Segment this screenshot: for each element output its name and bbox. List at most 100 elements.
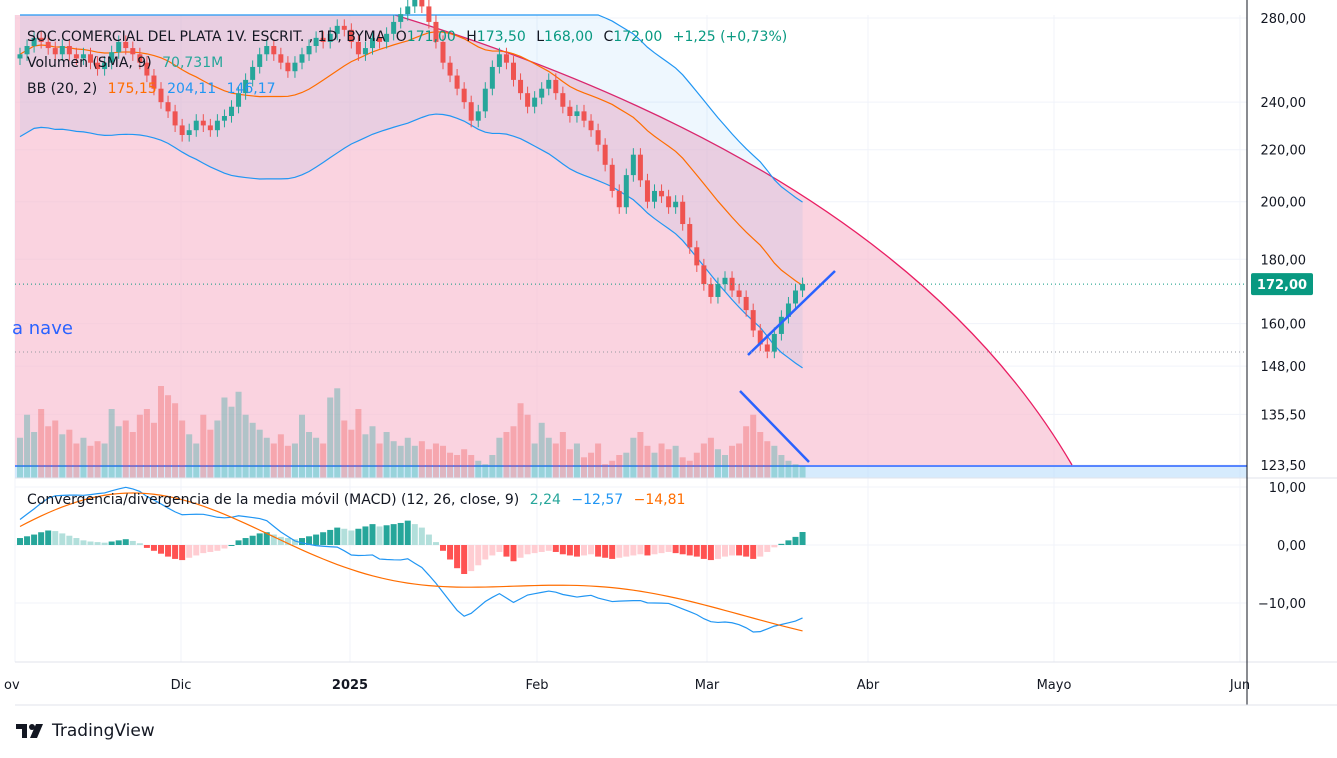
macd-histogram-bar	[277, 536, 284, 545]
volume-bar	[743, 426, 750, 478]
candle-body	[102, 62, 108, 70]
volume-bar	[299, 414, 305, 478]
candle-body	[764, 344, 770, 352]
macd-histogram-bar	[602, 545, 609, 558]
candle-body	[426, 6, 432, 22]
volume-bar	[115, 426, 122, 478]
volume-bar	[31, 432, 38, 478]
candle-body	[793, 290, 798, 304]
macd-histogram-bar	[538, 545, 545, 552]
volume-bar	[348, 429, 355, 478]
macd-histogram-bar	[270, 534, 277, 545]
macd-histogram-bar	[73, 538, 80, 545]
candle-body	[221, 116, 227, 121]
macd-histogram-bar	[623, 545, 630, 557]
candle-body	[370, 37, 375, 49]
volume-bar	[602, 464, 609, 478]
volume-bar	[122, 420, 129, 478]
candle-body	[722, 277, 728, 285]
macd-histogram-bar	[679, 545, 686, 555]
volume-bar	[291, 443, 298, 478]
candle-body	[24, 46, 30, 55]
price-axis-label: 180,00	[1261, 253, 1307, 268]
candle-body	[637, 154, 643, 181]
macd-histogram-bar	[390, 524, 397, 545]
volume-bar	[411, 445, 418, 478]
volume-bar	[623, 452, 630, 478]
volume-bar	[672, 445, 679, 478]
macd-histogram-bar	[651, 545, 658, 555]
candle-body	[292, 62, 298, 72]
macd-histogram-bar	[510, 545, 517, 562]
macd-histogram-bar	[193, 545, 200, 556]
macd-histogram-bar	[249, 535, 256, 545]
macd-histogram-bar	[172, 545, 179, 559]
volume-bar	[461, 449, 468, 478]
macd-histogram-bar	[785, 540, 792, 545]
volume-bar	[729, 445, 736, 478]
volume-bar	[552, 443, 559, 478]
macd-histogram-bar	[418, 527, 425, 545]
macd-histogram-bar	[531, 545, 538, 554]
volume-bar	[24, 414, 31, 478]
volume-bar	[284, 445, 291, 478]
tradingview-logo[interactable]: TradingView	[16, 721, 155, 741]
macd-histogram-bar	[609, 545, 616, 559]
candle-body	[95, 62, 101, 70]
macd-histogram-bar	[700, 545, 707, 559]
candle-body	[306, 46, 312, 55]
candle-body	[496, 54, 502, 67]
macd-histogram-bar	[129, 540, 136, 545]
candle-body	[412, 0, 418, 7]
candle-body	[109, 52, 115, 63]
macd-histogram-bar	[771, 545, 778, 548]
macd-hist-value: 2,24	[529, 492, 561, 508]
macd-histogram-bar	[517, 545, 524, 558]
candle-body	[17, 54, 23, 59]
macd-axis-label: 0,00	[1277, 539, 1306, 554]
ohlc-high: H173,50	[466, 29, 526, 45]
macd-axis-label: −10,00	[1258, 597, 1306, 612]
volume-bar	[658, 443, 665, 478]
time-axis-label: Feb	[525, 678, 548, 693]
candle-body	[771, 333, 777, 352]
volume-bar	[454, 455, 461, 478]
price-axis-label: 240,00	[1261, 96, 1307, 111]
bb-band-fill	[20, 15, 803, 368]
candle-body	[214, 120, 220, 131]
candle-body	[687, 224, 693, 248]
bb-legend[interactable]: BB (20, 2) 175,15 204,11 146,17	[27, 81, 282, 97]
candle-body	[257, 54, 263, 67]
macd-histogram-bar	[425, 534, 432, 545]
volume-bar	[792, 464, 799, 478]
macd-histogram-bar	[524, 545, 531, 555]
macd-legend[interactable]: Convergencia/divergencia de la media móv…	[27, 492, 691, 508]
macd-histogram-bar	[31, 534, 38, 545]
drawing-text-annotation[interactable]: a nave	[12, 318, 73, 339]
volume-bar	[496, 437, 503, 478]
macd-histogram-bar	[256, 533, 263, 545]
volume-bar	[503, 432, 510, 478]
macd-histogram-bar	[115, 540, 122, 545]
candle-body	[186, 130, 192, 136]
macd-histogram-bar	[750, 545, 757, 559]
macd-line	[19, 486, 803, 633]
current-price-tag	[1251, 273, 1313, 296]
macd-histogram-bar	[52, 531, 59, 545]
volume-legend[interactable]: Volumen (SMA, 9) 70,731M	[27, 55, 229, 71]
symbol-legend[interactable]: SOC.COMERCIAL DEL PLATA 1V. ESCRIT. , 1D…	[27, 29, 793, 45]
volume-bar	[129, 432, 136, 478]
macd-histogram-bar	[87, 541, 94, 545]
candle-body	[539, 88, 545, 98]
macd-histogram-bar	[94, 542, 101, 545]
trend-line-up	[747, 270, 836, 356]
volume-bar	[390, 441, 397, 478]
tradingview-icon	[16, 724, 43, 738]
volume-bar	[757, 432, 764, 478]
macd-histogram-bar	[150, 545, 157, 551]
volume-bar	[538, 422, 545, 478]
candle-body	[567, 106, 573, 117]
macd-histogram-bar	[573, 545, 580, 557]
candle-body	[616, 190, 622, 208]
volume-bar	[637, 432, 644, 478]
